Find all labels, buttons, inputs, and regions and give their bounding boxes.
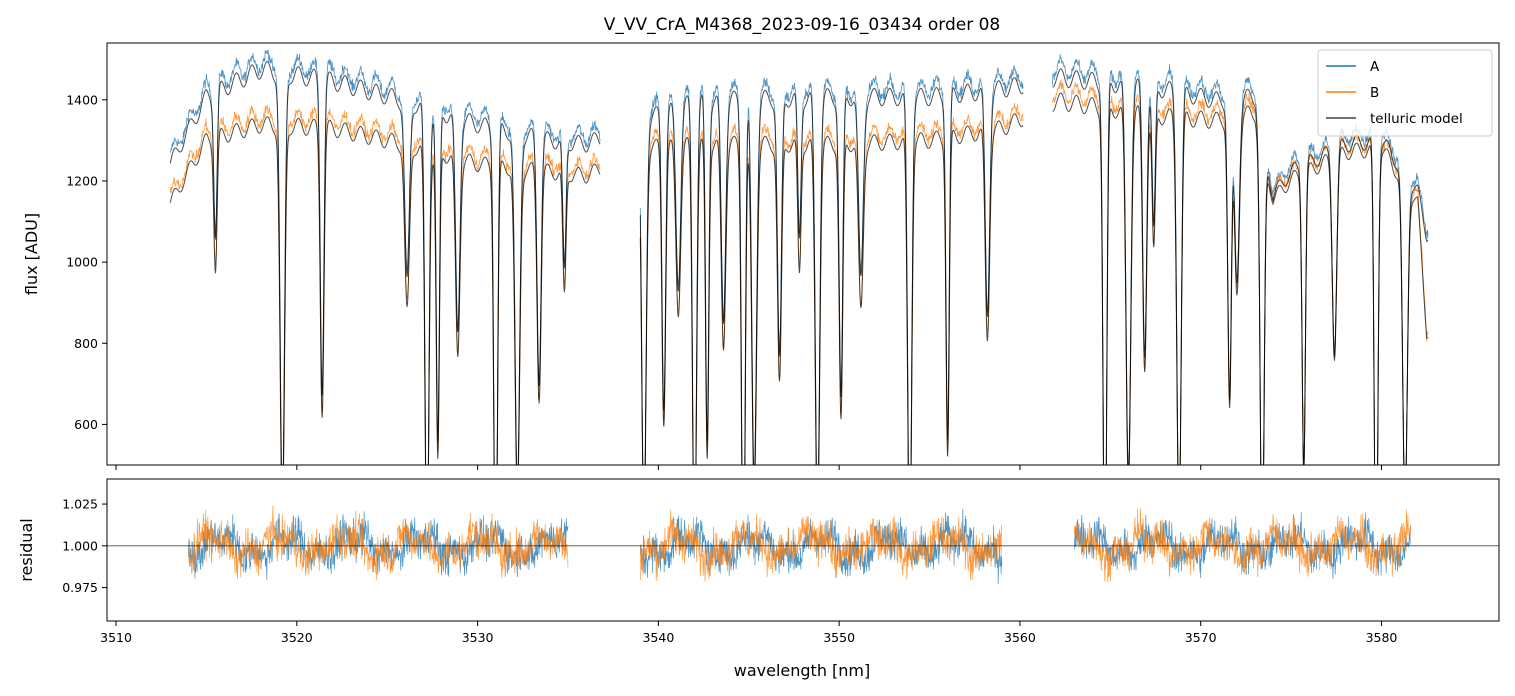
chart-title: V_VV_CrA_M4368_2023-09-16_03434 order 08 bbox=[604, 15, 1000, 35]
bottom-xtick-label: 3550 bbox=[823, 630, 855, 645]
legend-label-b: B bbox=[1370, 85, 1379, 101]
bottom-xtick-label: 3530 bbox=[462, 630, 494, 645]
top-ytick-label: 1400 bbox=[66, 92, 98, 107]
bottom-axes-frame bbox=[106, 478, 1500, 622]
top-x-axis bbox=[115, 465, 1382, 470]
top-ytick-label: 600 bbox=[74, 417, 98, 432]
top-panel: 600 800 1000 1200 1400 flux [ADU] A B tellur… bbox=[22, 42, 1500, 470]
top-ytick-label: 1200 bbox=[66, 173, 98, 188]
top-y-axis: 600 800 1000 1200 1400 bbox=[66, 92, 107, 432]
legend: A B telluric model bbox=[1317, 49, 1493, 137]
top-y-axis-label: flux [ADU] bbox=[22, 213, 41, 295]
bottom-x-axis: 3510 3520 3530 3540 3550 3560 3570 3580 bbox=[100, 621, 1397, 645]
bottom-y-axis-label: residual bbox=[17, 518, 36, 581]
top-ytick-label: 800 bbox=[74, 336, 98, 351]
bottom-xtick-label: 3510 bbox=[100, 630, 132, 645]
legend-label-a: A bbox=[1370, 59, 1380, 75]
bottom-plot-area bbox=[107, 505, 1499, 584]
bottom-xtick-label: 3570 bbox=[1185, 630, 1217, 645]
legend-label-telluric-model: telluric model bbox=[1370, 111, 1463, 127]
top-plot-area bbox=[169, 50, 1429, 465]
bottom-xtick-label: 3580 bbox=[1366, 630, 1398, 645]
bottom-xtick-label: 3540 bbox=[642, 630, 674, 645]
bottom-xtick-label: 3520 bbox=[281, 630, 313, 645]
x-axis-label: wavelength [nm] bbox=[734, 661, 871, 680]
bottom-panel: 0.975 1.000 1.025 3510 3520 3530 3540 3550 3560… bbox=[17, 478, 1500, 680]
bottom-y-axis: 0.975 1.000 1.025 bbox=[62, 497, 107, 595]
bottom-ytick-label: 0.975 bbox=[62, 580, 98, 595]
legend-box bbox=[1317, 49, 1493, 137]
top-ytick-label: 1000 bbox=[66, 255, 98, 270]
bottom-xtick-label: 3560 bbox=[1004, 630, 1036, 645]
bottom-ytick-label: 1.000 bbox=[62, 538, 98, 553]
telluric-model-line-b bbox=[169, 92, 1429, 465]
bottom-ytick-label: 1.025 bbox=[62, 497, 98, 512]
top-axes-frame bbox=[106, 42, 1500, 466]
